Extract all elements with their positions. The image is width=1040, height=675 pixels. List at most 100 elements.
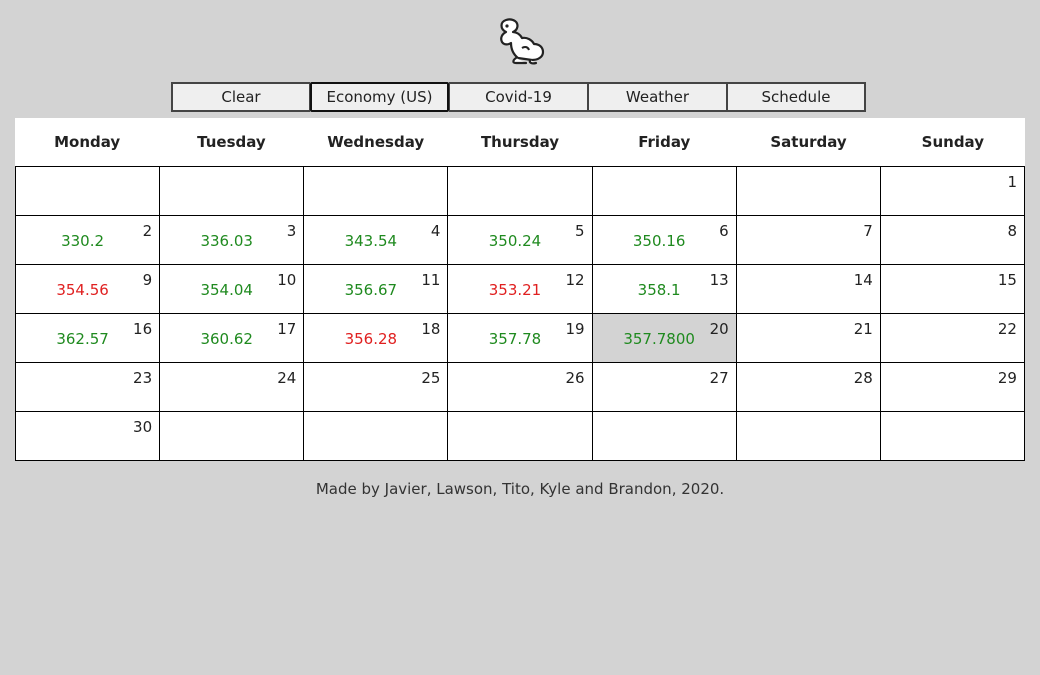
calendar-day[interactable]: 14	[736, 265, 881, 314]
day-value: 343.54	[344, 232, 398, 250]
day-value: 357.7800	[623, 330, 695, 348]
day-number: 26	[565, 369, 585, 387]
calendar-day	[592, 167, 737, 216]
calendar-day	[304, 167, 449, 216]
day-number: 20	[709, 320, 729, 338]
calendar-day[interactable]: 23	[16, 363, 161, 412]
calendar-day	[160, 167, 305, 216]
calendar-day	[448, 412, 593, 461]
calendar-day[interactable]: 8	[880, 216, 1025, 265]
day-value: 362.57	[56, 330, 109, 348]
weekday-friday: Friday	[638, 133, 691, 151]
calendar-day[interactable]: 25	[304, 363, 449, 412]
day-value: 356.67	[344, 281, 398, 299]
calendar-day[interactable]: 2 330.2	[16, 216, 161, 265]
calendar-day[interactable]: 30	[16, 412, 161, 461]
calendar-day	[16, 167, 161, 216]
calendar-day	[160, 412, 305, 461]
day-number: 11	[421, 271, 441, 289]
day-number: 12	[565, 271, 585, 289]
calendar-day[interactable]: 4 343.54	[304, 216, 449, 265]
calendar-day[interactable]: 1	[880, 167, 1025, 216]
weekday-monday: Monday	[54, 133, 121, 151]
dataset-nav: Clear Economy (US) Covid-19 Weather Schedule	[171, 82, 866, 112]
day-number: 22	[997, 320, 1017, 338]
day-number: 25	[421, 369, 441, 387]
day-number: 28	[853, 369, 873, 387]
day-number: 13	[709, 271, 729, 289]
day-number: 24	[277, 369, 297, 387]
calendar-day[interactable]: 27	[592, 363, 737, 412]
day-number: 17	[277, 320, 297, 338]
weekday-thursday: Thursday	[480, 133, 560, 151]
day-number: 9	[142, 271, 153, 289]
nav-button-weather[interactable]: Weather	[588, 82, 727, 112]
day-number: 30	[133, 418, 153, 436]
day-value: 350.24	[488, 232, 542, 250]
calendar-grid: 1 2 330.2 3 336.03 4 343.54 5 350.24 6 350.16 7 8 9 35…	[15, 166, 1025, 461]
day-value: 356.28	[344, 330, 398, 348]
day-value: 353.21	[488, 281, 542, 299]
calendar-day[interactable]: 5 350.24	[448, 216, 593, 265]
day-value: 350.16	[632, 232, 686, 250]
day-value: 354.56	[56, 281, 109, 299]
nav-button-covid-19[interactable]: Covid-19	[449, 82, 588, 112]
calendar-day[interactable]: 16 362.57	[16, 314, 161, 363]
day-number: 7	[863, 222, 873, 240]
weekday-saturday: Saturday	[770, 133, 847, 151]
day-number: 18	[421, 320, 441, 338]
calendar-week: 1	[16, 167, 1025, 216]
nav-button-economy-us[interactable]: Economy (US)	[310, 82, 449, 112]
day-number: 1	[1007, 173, 1017, 191]
day-number: 29	[997, 369, 1017, 387]
day-number: 4	[430, 222, 441, 240]
calendar-day	[880, 412, 1025, 461]
calendar-week: 2 330.2 3 336.03 4 343.54 5 350.24 6 350.16 7 8	[16, 216, 1025, 265]
day-number: 27	[709, 369, 729, 387]
calendar-day	[736, 167, 881, 216]
calendar-day[interactable]: 9 354.56	[16, 265, 161, 314]
weekday-tuesday: Tuesday	[197, 133, 266, 151]
calendar-day	[592, 412, 737, 461]
weekday-sunday: Sunday	[921, 133, 984, 151]
day-number: 16	[133, 320, 153, 338]
calendar-day[interactable]: 18 356.28	[304, 314, 449, 363]
calendar-day[interactable]: 22	[880, 314, 1025, 363]
day-number: 14	[853, 271, 873, 289]
calendar-day	[448, 167, 593, 216]
calendar-day-today[interactable]: 20 357.7800	[592, 314, 737, 363]
calendar-day[interactable]: 29	[880, 363, 1025, 412]
day-value: 357.78	[488, 330, 542, 348]
calendar-day[interactable]: 6 350.16	[592, 216, 737, 265]
day-value: 336.03	[200, 232, 253, 250]
calendar-day	[736, 412, 881, 461]
calendar-day[interactable]: 13 358.1	[592, 265, 737, 314]
nav-button-clear[interactable]: Clear	[171, 82, 310, 112]
calendar-day[interactable]: 3 336.03	[160, 216, 305, 265]
calendar-day[interactable]: 15	[880, 265, 1025, 314]
weekday-header: Monday Tuesday Wednesday Thursday Friday Satu…	[15, 118, 1025, 166]
calendar-week: 16 362.57 17 360.62 18 356.28 19 357.78 20 357.78…	[16, 314, 1025, 363]
weekday-wednesday: Wednesday	[327, 133, 425, 151]
calendar-day[interactable]: 7	[736, 216, 881, 265]
calendar-day[interactable]: 12 353.21	[448, 265, 593, 314]
calendar-day[interactable]: 24	[160, 363, 305, 412]
day-number: 6	[719, 222, 729, 240]
calendar-week: 23 24 25 26 27 28 29	[16, 363, 1025, 412]
nav-button-schedule[interactable]: Schedule	[727, 82, 866, 112]
calendar: Monday Tuesday Wednesday Thursday Friday Satu…	[15, 118, 1025, 461]
calendar-week: 30	[16, 412, 1025, 461]
calendar-day[interactable]: 21	[736, 314, 881, 363]
day-value: 354.04	[200, 281, 253, 299]
day-number: 2	[142, 222, 153, 240]
day-value: 358.1	[637, 281, 681, 299]
calendar-day[interactable]: 28	[736, 363, 881, 412]
calendar-day[interactable]: 26	[448, 363, 593, 412]
footer-credits: Made by Javier, Lawson, Tito, Kyle and B…	[315, 480, 725, 498]
calendar-day[interactable]: 19 357.78	[448, 314, 593, 363]
calendar-day[interactable]: 17 360.62	[160, 314, 305, 363]
day-value: 360.62	[200, 330, 253, 348]
calendar-week: 9 354.56 10 354.04 11 356.67 12 353.21 13 358.1 14…	[16, 265, 1025, 314]
calendar-day[interactable]: 11 356.67	[304, 265, 449, 314]
calendar-day[interactable]: 10 354.04	[160, 265, 305, 314]
